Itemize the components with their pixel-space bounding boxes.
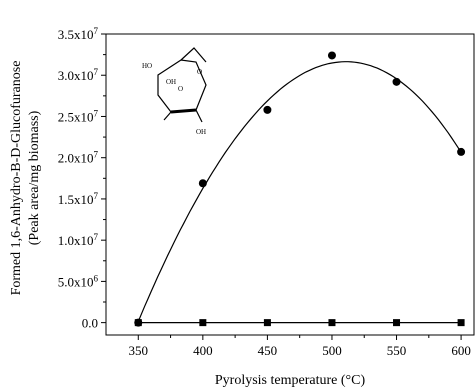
y-tick-label-1: 5.0x106: [58, 273, 99, 289]
data-markers: [134, 51, 466, 327]
x-tick-label-5: 600: [451, 343, 471, 358]
data-point-s1-4: [392, 77, 401, 86]
data-point-s2-4: [393, 319, 401, 327]
y-tick-label-5: 2.5x107: [58, 108, 99, 124]
molecule-label-oh-1: OH: [166, 78, 176, 86]
x-tick-label-2: 450: [258, 343, 278, 358]
x-tick-label-1: 400: [193, 343, 213, 358]
fit-curves: [137, 61, 462, 324]
x-tick-label-3: 500: [322, 343, 342, 358]
y-tick-label-3: 1.5x107: [58, 191, 99, 207]
fit-curve-series-1: [137, 61, 462, 322]
molecule-label-o-2: O: [178, 85, 183, 93]
molecule-label-o-1: O: [197, 68, 202, 76]
data-point-s2-2: [263, 319, 271, 327]
plot-frame: [105, 33, 475, 336]
y-axis-label-line1: Formed 1,6-Anhydro-B-D-Glucofuranose: [9, 61, 24, 296]
molecule-label-ho: HO: [142, 62, 152, 70]
data-point-s2-5: [457, 319, 465, 327]
data-point-s2-1: [199, 319, 207, 327]
molecule-bold-bond: [170, 108, 197, 114]
data-point-s1-3: [327, 51, 336, 60]
y-tick-label-6: 3.0x107: [58, 67, 99, 83]
plot-border: [105, 33, 475, 336]
y-tick-label-7: 3.5x107: [58, 26, 99, 42]
data-point-s1-2: [263, 105, 272, 114]
y-tick-label-2: 1.0x107: [58, 232, 99, 248]
y-axis-label-line2: (Peak area/mg biomass): [27, 110, 42, 245]
data-point-s2-0: [134, 319, 142, 327]
x-axis: 350 400 450 500 550 600: [129, 335, 471, 358]
y-axis: 0.0 5.0x106 1.0x107 1.5x107 2.0x107 2.5x107 3.…: [58, 26, 106, 331]
molecule-label-oh-2: OH: [196, 128, 206, 136]
x-axis-label: Pyrolysis temperature (°C): [215, 373, 366, 388]
x-tick-label-4: 550: [387, 343, 407, 358]
molecule-bonds: [157, 47, 207, 123]
molecule-structure-inset: HO OH O O OH: [142, 47, 207, 136]
y-tick-label-0: 0.0: [82, 316, 98, 331]
x-tick-label-0: 350: [129, 343, 149, 358]
data-point-s1-5: [457, 147, 466, 156]
y-tick-label-4: 2.0x107: [58, 150, 99, 166]
data-point-s1-1: [198, 179, 207, 188]
data-point-s2-3: [328, 319, 336, 327]
